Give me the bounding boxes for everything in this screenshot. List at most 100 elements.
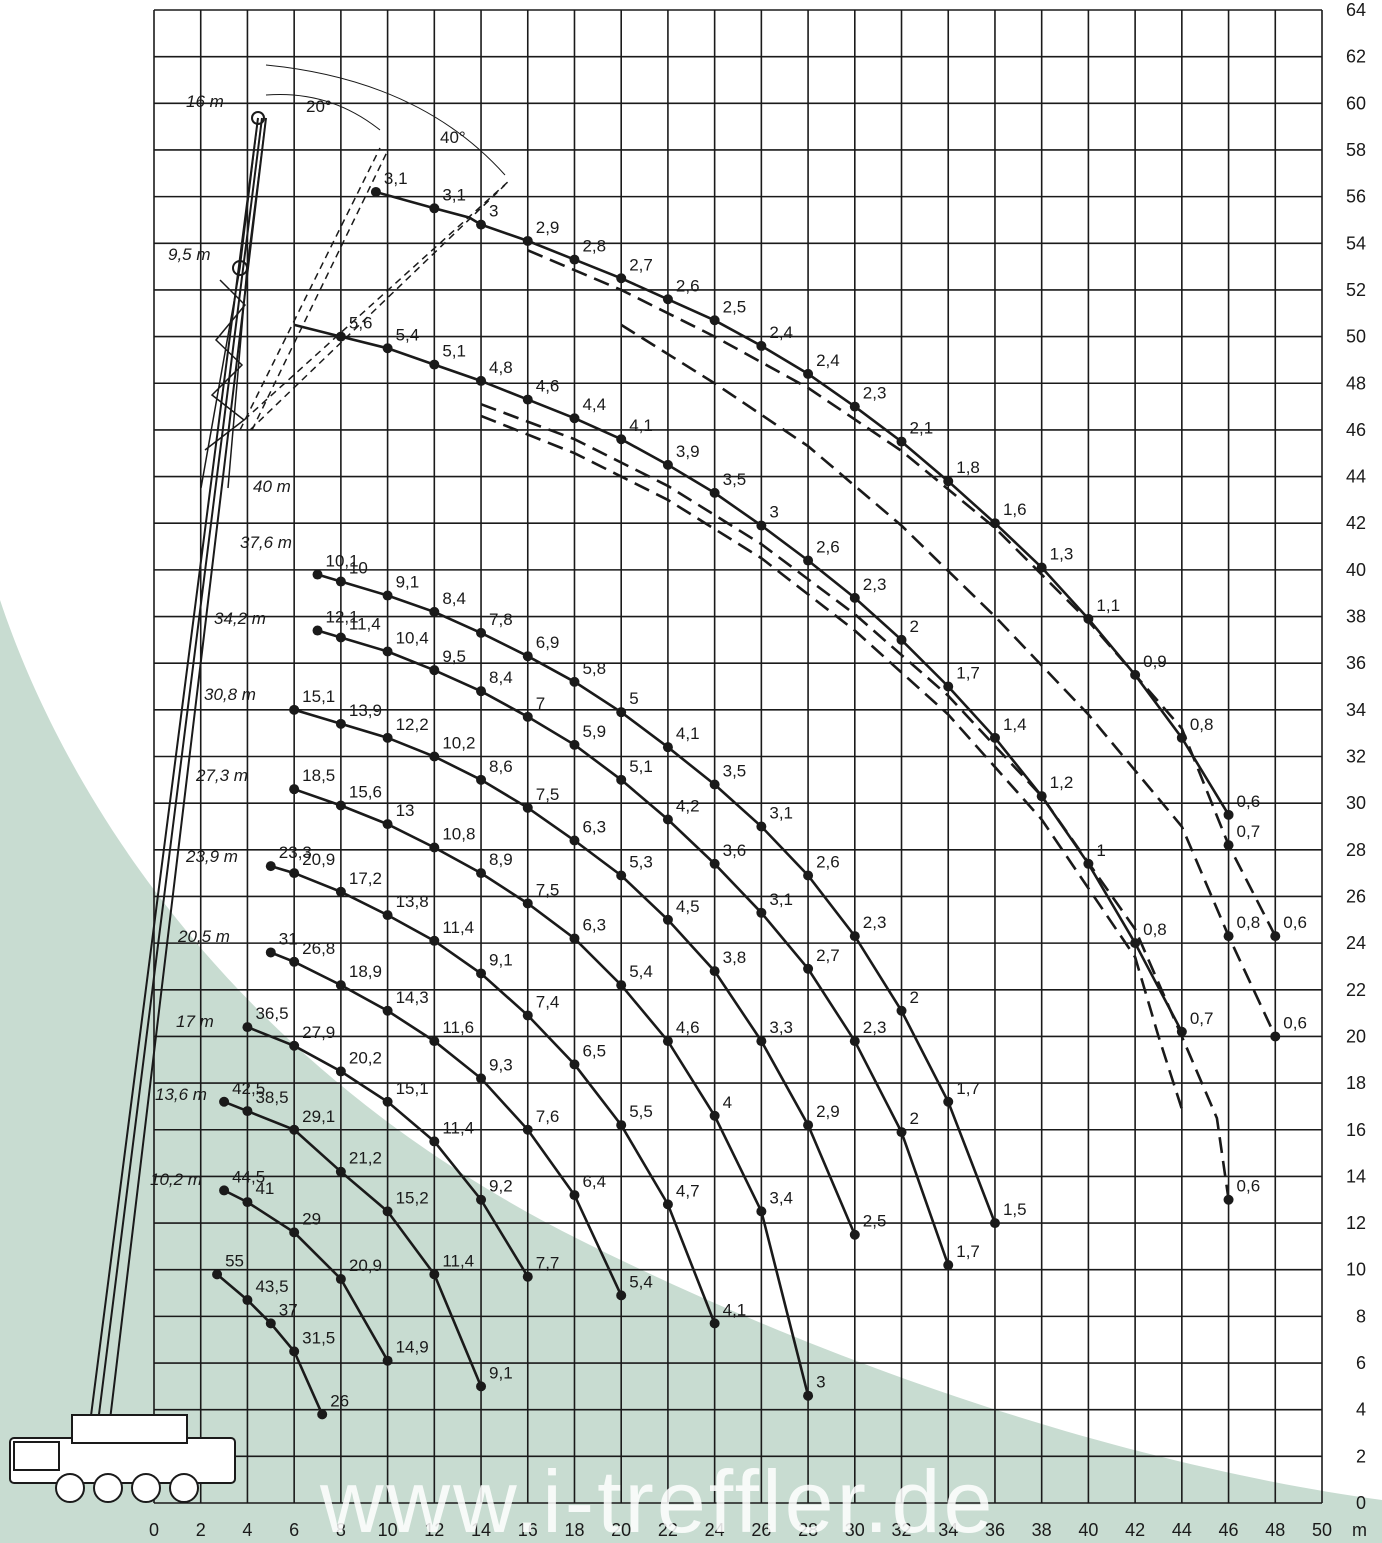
load-point — [756, 1206, 767, 1217]
x-tick-label: 50 — [1312, 1520, 1332, 1540]
y-tick-label: 40 — [1346, 560, 1366, 580]
load-value-label: 2,4 — [816, 351, 840, 370]
angle-label: 20° — [306, 97, 332, 116]
load-point — [709, 315, 720, 326]
load-point — [289, 784, 300, 795]
load-point — [476, 686, 487, 697]
load-curve-dashed — [480, 414, 1184, 1110]
load-point — [756, 1036, 767, 1047]
load-point — [709, 1318, 720, 1329]
load-value-label: 5,1 — [442, 342, 466, 361]
load-point — [943, 1096, 954, 1107]
load-point — [382, 732, 393, 743]
load-point — [616, 774, 627, 785]
load-value-label: 13,9 — [349, 701, 382, 720]
load-value-label: 1 — [1096, 841, 1105, 860]
load-value-label: 2,6 — [676, 276, 700, 295]
y-tick-label: 16 — [1346, 1120, 1366, 1140]
load-point — [335, 1066, 346, 1077]
load-curve-dashed — [527, 249, 1277, 937]
load-value-label: 55 — [225, 1251, 244, 1270]
y-tick-label: 6 — [1356, 1353, 1366, 1373]
load-point — [476, 968, 487, 979]
load-value-label: 4,7 — [676, 1181, 700, 1200]
luffing-jib-lines — [239, 147, 511, 431]
load-point — [522, 651, 533, 662]
load-value-label: 10 — [349, 559, 368, 578]
y-tick-label: 30 — [1346, 793, 1366, 813]
load-value-label: 4,6 — [676, 1018, 700, 1037]
vehicle-cab — [13, 1441, 60, 1471]
load-value-label: 1,1 — [1096, 596, 1120, 615]
y-axis-ticks: 0246810121416182022242628303234363840424… — [1346, 0, 1366, 1513]
load-value-label: 2,8 — [582, 237, 606, 256]
load-point — [242, 1106, 253, 1117]
load-point — [382, 1206, 393, 1217]
load-point — [662, 294, 673, 305]
load-point — [756, 907, 767, 918]
load-point — [522, 711, 533, 722]
load-point — [709, 858, 720, 869]
load-value-label: 4,4 — [582, 395, 606, 414]
pulley-mid — [232, 260, 248, 276]
load-value-label: 9,1 — [396, 573, 420, 592]
load-curve — [317, 573, 997, 1224]
crane-boom — [83, 117, 267, 1471]
load-point — [289, 1040, 300, 1051]
load-value-label: 2,5 — [723, 297, 747, 316]
load-point — [803, 870, 814, 881]
load-point — [616, 980, 627, 991]
y-tick-label: 14 — [1346, 1166, 1366, 1186]
boom-label: 17 m — [176, 1012, 214, 1031]
load-value-label: 1,7 — [956, 1242, 980, 1261]
load-point — [569, 1059, 580, 1070]
boom-label: 23,9 m — [185, 847, 238, 866]
load-value-label: 3,5 — [723, 470, 747, 489]
load-value-label: 0,7 — [1237, 822, 1261, 841]
load-value-label: 26 — [330, 1391, 349, 1410]
load-point — [429, 203, 440, 214]
load-value-label: 1,4 — [1003, 715, 1027, 734]
load-value-label: 3,1 — [442, 185, 466, 204]
load-value-label: 2,3 — [863, 1018, 887, 1037]
wheel — [93, 1473, 123, 1503]
load-value-label: 6,3 — [582, 915, 606, 934]
load-point — [289, 956, 300, 967]
load-value-label: 9,1 — [489, 1363, 513, 1382]
load-value-label: 3,1 — [384, 169, 408, 188]
crane-vehicle — [9, 1414, 236, 1503]
y-tick-label: 58 — [1346, 140, 1366, 160]
load-point — [429, 1136, 440, 1147]
load-value-label: 0,9 — [1143, 652, 1167, 671]
load-point — [335, 886, 346, 897]
load-point — [212, 1269, 223, 1280]
load-point — [335, 632, 346, 643]
load-value-label: 7,8 — [489, 610, 513, 629]
y-tick-label: 10 — [1346, 1260, 1366, 1280]
load-point — [709, 1110, 720, 1121]
load-value-label: 7,6 — [536, 1107, 560, 1126]
load-point — [289, 868, 300, 879]
load-value-label: 44,5 — [232, 1167, 265, 1186]
load-point — [429, 935, 440, 946]
load-point — [569, 254, 580, 265]
load-point — [476, 375, 487, 386]
load-value-label: 31,5 — [302, 1328, 335, 1347]
y-tick-label: 42 — [1346, 513, 1366, 533]
load-value-label: 11,4 — [442, 1118, 474, 1137]
load-value-label: 10,2 — [442, 734, 475, 753]
angle-arc-20 — [265, 93, 381, 131]
load-point — [1130, 938, 1141, 949]
load-point — [569, 676, 580, 687]
load-value-label: 7,7 — [536, 1254, 560, 1273]
load-value-label: 9,5 — [442, 647, 466, 666]
load-point — [382, 910, 393, 921]
y-tick-label: 50 — [1346, 327, 1366, 347]
load-point — [1223, 840, 1234, 851]
load-point — [242, 1197, 253, 1208]
load-value-label: 21,2 — [349, 1149, 382, 1168]
load-point — [616, 870, 627, 881]
y-tick-label: 48 — [1346, 373, 1366, 393]
load-point — [312, 569, 323, 580]
load-point — [989, 518, 1000, 529]
